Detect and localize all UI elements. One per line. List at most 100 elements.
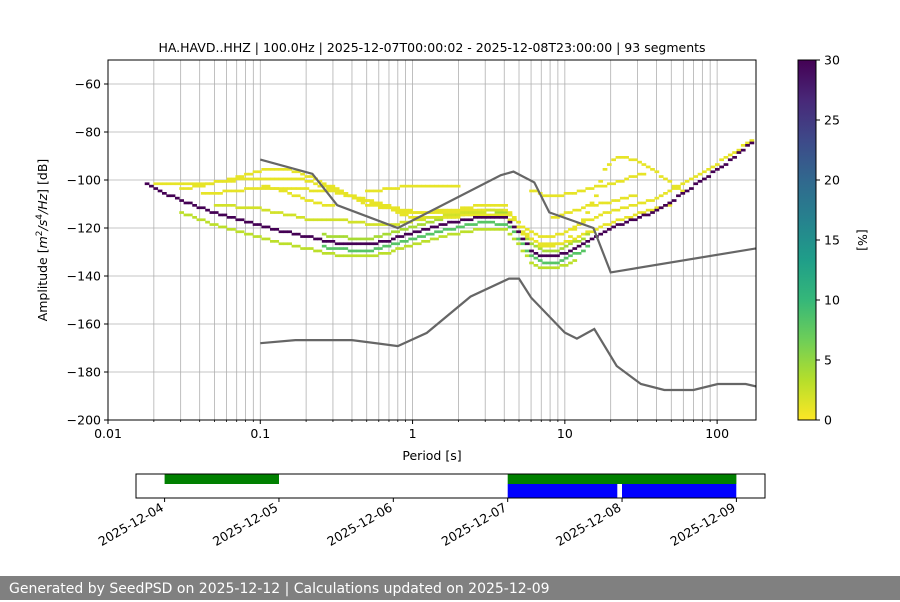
data-availability-timeline [164,474,737,498]
spread-cell [369,249,375,253]
scatter-cell [498,213,504,217]
spread-cell [382,232,388,236]
spread-cell [412,242,418,246]
scatter-cell [563,230,569,234]
mode-cell [313,237,318,241]
scatter-cell [442,208,448,212]
scatter-cell [550,244,556,248]
scatter-cell [602,168,608,171]
mode-cell [326,240,331,243]
spread-cell [455,232,461,236]
mode-cell [619,223,625,226]
plot-frame [107,59,757,421]
spread-cell [442,228,448,231]
scatter-cell [183,182,189,186]
scatter-cell [507,218,513,222]
spread-cell [507,225,513,229]
spread-cell [369,237,375,241]
mode-cell [278,230,284,234]
spread-cell [447,232,452,236]
scatter-cell [460,208,465,212]
spread-cell [218,225,223,229]
scatter-cell [447,213,452,217]
scatter-cell [594,184,599,188]
scatter-cell [265,184,271,188]
mode-cell [732,156,737,159]
scatter-cell [308,189,314,193]
scatter-cell [511,216,517,219]
scatter-cell [658,175,664,178]
scatter-cell [434,211,439,214]
spread-cell [416,242,422,246]
scatter-cell [356,199,362,202]
mode-cell [352,242,357,246]
spread-cell [200,218,206,222]
mode-cell [494,216,500,219]
scatter-cell [378,204,383,207]
scatter-cell [282,187,288,190]
y-tick-label: −80 [75,125,101,140]
timeline-span [507,474,737,484]
scatter-cell [265,208,271,212]
scatter-cell [403,184,409,188]
scatter-cell [291,170,297,174]
scatter-cell [321,184,327,188]
scatter-cell [321,218,327,222]
scatter-cell [641,172,647,176]
scatter-cell [390,206,396,210]
scatter-cell [615,199,621,202]
spread-cell [477,228,483,231]
spread-cell [343,254,349,258]
timeline-tick-label: 2025-12-04 [96,500,166,549]
scatter-cell [326,187,331,190]
scatter-cell [403,220,409,224]
x-tick-label: 1 [409,426,417,441]
spread-cell [183,213,189,217]
scatter-cell [442,184,448,188]
mode-cell [330,240,336,243]
scatter-cell [589,201,595,205]
scatter-cell [313,201,318,205]
scatter-cell [235,175,241,178]
mode-cell [321,240,327,243]
scatter-cell [576,208,582,212]
scatter-cell [386,206,392,210]
mode-cell [468,218,474,222]
scatter-cell [706,168,712,171]
scatter-cell [403,208,409,212]
scatter-cell [520,230,526,234]
scatter-cell [542,235,547,238]
scatter-cell [516,225,521,229]
spread-cell [408,244,413,248]
scatter-cell [624,177,629,181]
mode-cell [511,225,517,229]
scatter-cell [330,204,336,207]
scatter-cell [317,201,323,205]
scatter-cell [572,237,578,241]
colorbar-tick-label: 15 [824,233,840,248]
scatter-cell [265,187,271,190]
spread-cell [576,240,582,243]
scatter-cell [213,192,219,195]
mode-cell [403,232,409,236]
scatter-cell [537,242,543,246]
mode-cell [473,216,478,219]
spread-cell [572,252,578,255]
spread-cell [334,235,340,238]
scatter-cell [174,182,180,186]
spread-cell [568,254,573,258]
mode-cell [464,218,470,222]
mode-cell [520,237,526,241]
scatter-cell [339,192,344,195]
mode-cell [343,242,349,246]
scatter-cell [291,194,297,198]
scatter-cell [481,204,487,207]
scatter-cell [378,201,383,205]
scatter-cell [278,211,284,214]
spread-cell [524,237,530,241]
scatter-cell [615,218,621,222]
spread-cell [425,220,431,224]
spread-cell [231,228,236,231]
scatter-cell [559,242,565,246]
scatter-cell [270,168,275,171]
